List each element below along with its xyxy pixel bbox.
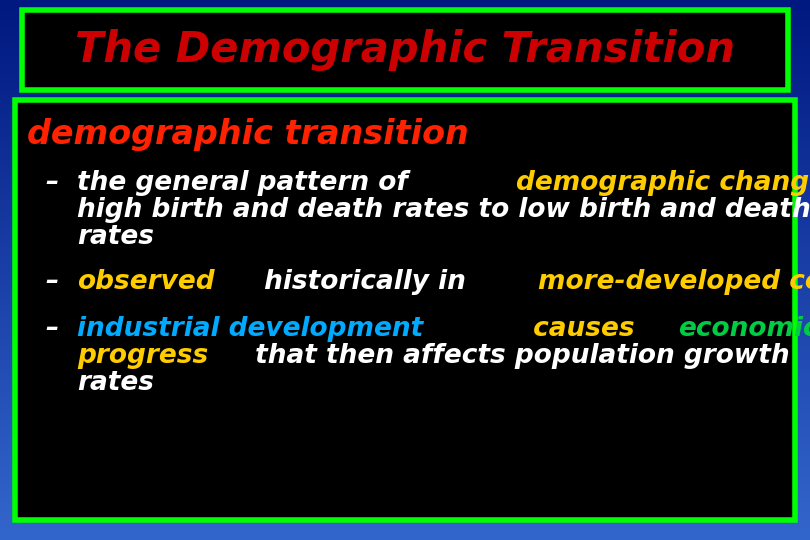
FancyBboxPatch shape xyxy=(15,100,795,520)
Text: observed: observed xyxy=(77,269,215,295)
Text: demographic transition: demographic transition xyxy=(27,118,469,151)
Text: The Demographic Transition: The Demographic Transition xyxy=(75,29,735,71)
Text: historically in: historically in xyxy=(254,269,475,295)
Text: more-developed countries: more-developed countries xyxy=(539,269,810,295)
Text: rates: rates xyxy=(77,370,154,396)
Text: industrial development: industrial development xyxy=(77,316,424,342)
Text: economic: economic xyxy=(678,316,810,342)
Text: progress: progress xyxy=(77,343,208,369)
Text: –: – xyxy=(45,170,58,196)
FancyBboxPatch shape xyxy=(22,10,788,90)
Text: the general pattern of: the general pattern of xyxy=(77,170,417,196)
Text: causes: causes xyxy=(524,316,643,342)
Text: –: – xyxy=(45,269,58,295)
Text: –: – xyxy=(45,316,58,342)
Text: that then affects population growth: that then affects population growth xyxy=(246,343,790,369)
Text: demographic change: demographic change xyxy=(516,170,810,196)
Text: high birth and death rates to low birth and death: high birth and death rates to low birth … xyxy=(77,197,810,223)
Text: rates: rates xyxy=(77,224,154,250)
